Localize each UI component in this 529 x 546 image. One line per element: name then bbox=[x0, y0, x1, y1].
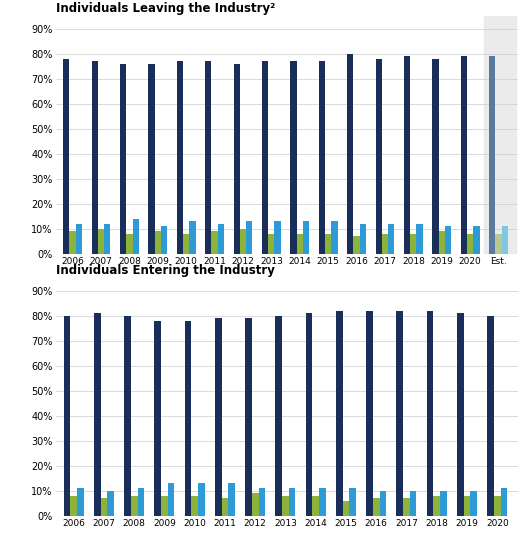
Bar bbox=[485, 16, 516, 254]
Bar bbox=[473, 227, 479, 254]
Bar bbox=[467, 234, 473, 254]
Bar bbox=[191, 496, 198, 516]
Bar bbox=[132, 219, 139, 254]
Bar bbox=[501, 227, 508, 254]
Bar bbox=[427, 311, 433, 516]
Bar bbox=[410, 491, 416, 516]
Bar bbox=[432, 59, 439, 254]
Bar bbox=[489, 56, 496, 254]
Bar bbox=[276, 316, 282, 516]
Bar bbox=[382, 234, 388, 254]
Bar bbox=[154, 232, 161, 254]
Bar bbox=[331, 221, 338, 254]
Bar bbox=[252, 494, 259, 516]
Bar bbox=[289, 489, 296, 516]
Bar bbox=[198, 483, 205, 516]
Bar bbox=[388, 224, 394, 254]
Bar bbox=[433, 496, 440, 516]
Bar bbox=[161, 227, 167, 254]
Bar bbox=[463, 496, 470, 516]
Bar bbox=[205, 61, 212, 254]
Bar bbox=[366, 311, 373, 516]
Bar bbox=[120, 64, 126, 254]
Bar bbox=[303, 221, 309, 254]
Bar bbox=[101, 498, 107, 516]
Bar bbox=[410, 234, 416, 254]
Bar bbox=[212, 232, 218, 254]
Bar bbox=[494, 496, 500, 516]
Bar bbox=[94, 313, 101, 516]
Bar bbox=[319, 61, 325, 254]
Text: Individuals Entering the Industry: Individuals Entering the Industry bbox=[56, 264, 275, 277]
Bar bbox=[457, 313, 463, 516]
Bar bbox=[183, 234, 189, 254]
Bar bbox=[63, 59, 69, 254]
Bar bbox=[126, 234, 132, 254]
Bar bbox=[297, 234, 303, 254]
Bar bbox=[107, 491, 114, 516]
Bar bbox=[404, 56, 410, 254]
Bar bbox=[63, 316, 70, 516]
Bar bbox=[104, 224, 111, 254]
Bar bbox=[439, 232, 445, 254]
Bar bbox=[70, 496, 77, 516]
Bar bbox=[360, 224, 366, 254]
Bar bbox=[149, 64, 154, 254]
Bar bbox=[98, 229, 104, 254]
Bar bbox=[185, 321, 191, 516]
Bar bbox=[336, 311, 343, 516]
Bar bbox=[215, 318, 222, 516]
Bar bbox=[373, 498, 380, 516]
Bar bbox=[229, 483, 235, 516]
Bar bbox=[92, 61, 98, 254]
Bar bbox=[416, 224, 423, 254]
Bar bbox=[262, 61, 268, 254]
Bar bbox=[403, 498, 410, 516]
Bar bbox=[379, 491, 386, 516]
Bar bbox=[218, 224, 224, 254]
Bar bbox=[131, 496, 138, 516]
Bar bbox=[500, 489, 507, 516]
Bar bbox=[353, 236, 360, 254]
Bar bbox=[168, 483, 175, 516]
Bar bbox=[290, 61, 297, 254]
Bar bbox=[76, 224, 82, 254]
Bar bbox=[343, 501, 349, 516]
Bar bbox=[259, 489, 265, 516]
Bar bbox=[77, 489, 84, 516]
Bar bbox=[376, 59, 382, 254]
Bar bbox=[234, 64, 240, 254]
Bar bbox=[306, 313, 313, 516]
Bar bbox=[222, 498, 229, 516]
Bar bbox=[246, 221, 252, 254]
Bar bbox=[397, 311, 403, 516]
Bar bbox=[138, 489, 144, 516]
Bar bbox=[154, 321, 161, 516]
Bar bbox=[325, 234, 331, 254]
Bar bbox=[461, 56, 467, 254]
Bar bbox=[445, 227, 451, 254]
Bar bbox=[189, 221, 196, 254]
Bar bbox=[69, 232, 76, 254]
Bar bbox=[440, 491, 446, 516]
Bar bbox=[177, 61, 183, 254]
Text: Individuals Leaving the Industry²: Individuals Leaving the Industry² bbox=[56, 2, 275, 15]
Bar bbox=[319, 489, 326, 516]
Bar bbox=[240, 229, 246, 254]
Bar bbox=[496, 234, 501, 254]
Bar bbox=[245, 318, 252, 516]
Bar bbox=[313, 496, 319, 516]
Bar bbox=[487, 316, 494, 516]
Bar bbox=[282, 496, 289, 516]
Bar bbox=[347, 54, 353, 254]
Bar bbox=[161, 496, 168, 516]
Bar bbox=[124, 316, 131, 516]
Bar bbox=[268, 234, 275, 254]
Bar bbox=[470, 491, 477, 516]
Bar bbox=[275, 221, 281, 254]
Bar bbox=[349, 489, 356, 516]
